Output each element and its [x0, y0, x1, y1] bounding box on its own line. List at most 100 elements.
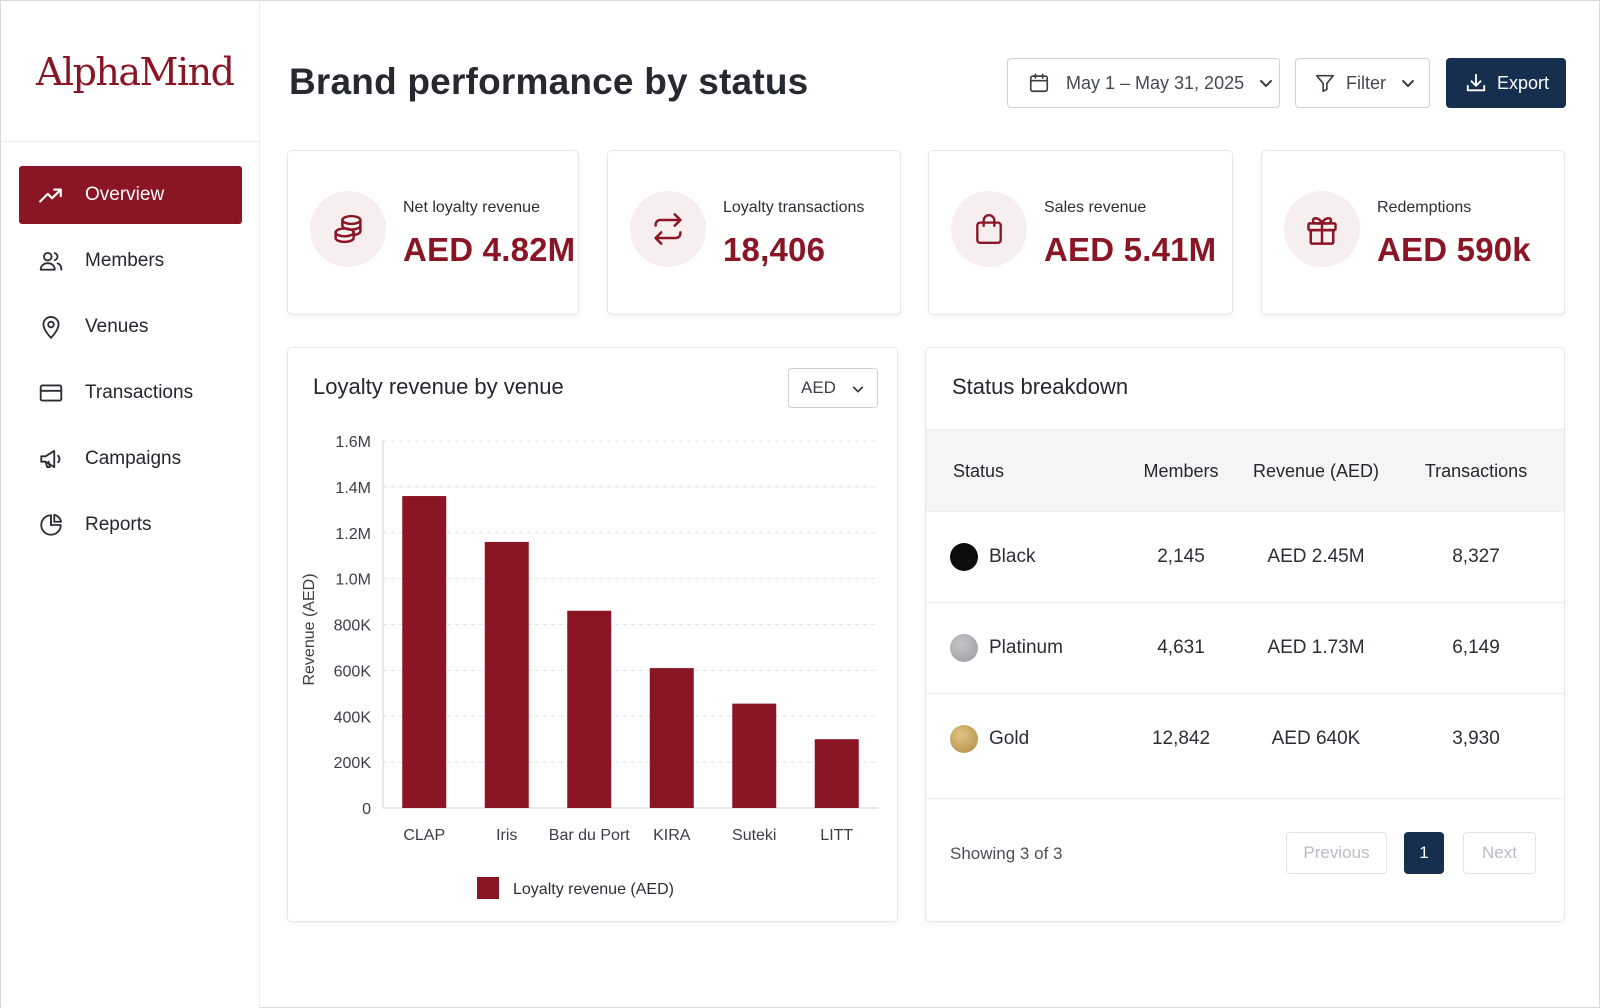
loyalty-revenue-chart-card: 0 200K 400K 600K 800K 1.0M 1.2M 1.4M 1.6M Revenue… — [287, 347, 898, 922]
chart-title: Loyalty revenue by venue — [313, 374, 564, 399]
export-label: Export — [1497, 72, 1550, 93]
sidebar-item-venues[interactable]: Venues — [19, 298, 242, 356]
brand-logo[interactable]: AlphaMind — [36, 49, 235, 94]
pie-chart-icon — [37, 511, 65, 539]
swap-arrows-icon — [650, 211, 686, 247]
bar-iris — [484, 541, 529, 808]
icon-badge — [310, 191, 386, 267]
stat-value: 18,406 — [723, 231, 826, 268]
stat-value: AED 5.41M — [1044, 231, 1217, 268]
showing-count: Showing 3 of 3 — [950, 844, 1063, 863]
sidebar-item-label: Members — [85, 250, 165, 271]
users-icon — [37, 247, 65, 275]
y-tick-label: 1.2M — [335, 526, 371, 543]
bar-chart: 0 200K 400K 600K 800K 1.0M 1.2M 1.4M 1.6M Revenue… — [301, 434, 878, 899]
table-row[interactable]: Platinum 4,631 AED 1.73M 6,149 — [926, 603, 1564, 694]
shopping-bag-icon — [972, 212, 1006, 246]
sidebar-item-members[interactable]: Members — [19, 232, 242, 290]
coins-icon — [330, 211, 366, 247]
revenue-cell: AED 1.73M — [1267, 637, 1365, 658]
y-tick-label: 0 — [362, 801, 371, 818]
next-page-button[interactable]: Next — [1463, 832, 1536, 874]
x-tick-label: CLAP — [403, 827, 445, 844]
members-cell: 4,631 — [1157, 637, 1205, 658]
gift-icon — [1304, 211, 1340, 247]
transactions-cell: 8,327 — [1452, 546, 1500, 567]
status-breakdown-card: Status breakdown Status Members Revenue … — [925, 347, 1565, 922]
bar-bar-du-port — [567, 610, 612, 808]
y-axis-label: Revenue (AED) — [301, 573, 318, 685]
column-header-members[interactable]: Members — [1143, 461, 1219, 481]
export-button[interactable]: Export — [1446, 58, 1566, 108]
y-tick-label: 600K — [334, 663, 372, 680]
chevron-down-icon — [852, 386, 864, 393]
date-range-picker[interactable]: May 1 – May 31, 2025 — [1007, 58, 1280, 108]
sidebar-nav: Overview Members Venues Transactions — [2, 142, 259, 554]
members-cell: 12,842 — [1151, 728, 1211, 749]
sidebar-item-transactions[interactable]: Transactions — [19, 364, 242, 422]
y-tick-label: 1.0M — [335, 572, 371, 589]
legend-swatch — [477, 877, 499, 899]
chevron-down-icon — [1258, 75, 1274, 91]
column-header-status[interactable]: Status — [953, 461, 1005, 481]
transactions-cell: 6,149 — [1452, 637, 1500, 658]
stat-value: AED 4.82M — [403, 231, 576, 268]
sidebar-item-label: Transactions — [85, 382, 194, 403]
stat-label: Sales revenue — [1044, 199, 1147, 216]
x-tick-label: Iris — [496, 827, 517, 844]
x-tick-label: KIRA — [653, 827, 691, 844]
stat-card-loyalty-transactions: Loyalty transactions 18,406 — [607, 150, 901, 315]
chevron-down-icon — [1400, 75, 1416, 91]
currency-select-value: AED — [801, 378, 836, 397]
revenue-cell: AED 640K — [1271, 728, 1361, 749]
filter-label: Filter — [1346, 72, 1386, 93]
y-tick-label: 200K — [334, 755, 372, 772]
status-cell: Gold — [989, 728, 1030, 749]
previous-page-button[interactable]: Previous — [1286, 832, 1387, 874]
table-header: Status Members Revenue (AED) Transaction… — [926, 429, 1564, 512]
status-color-dot — [950, 725, 978, 753]
transactions-cell: 3,930 — [1452, 728, 1500, 749]
download-icon — [1465, 72, 1487, 94]
x-tick-label: Bar du Port — [549, 827, 630, 844]
column-header-revenue[interactable]: Revenue (AED) — [1252, 461, 1380, 481]
y-tick-label: 1.6M — [335, 434, 371, 451]
calendar-icon — [1028, 72, 1050, 94]
table-row[interactable]: Gold 12,842 AED 640K 3,930 — [926, 694, 1564, 785]
trend-up-icon — [37, 181, 65, 209]
icon-badge — [1284, 191, 1360, 267]
legend-label: Loyalty revenue (AED) — [513, 881, 674, 898]
members-cell: 2,145 — [1157, 546, 1205, 567]
table-title: Status breakdown — [952, 374, 1129, 399]
sidebar: AlphaMind Overview Members Venues — [2, 2, 260, 1008]
x-tick-label: LITT — [820, 827, 853, 844]
bar-kira — [649, 668, 694, 808]
status-color-dot — [950, 543, 978, 571]
credit-card-icon — [37, 379, 65, 407]
stat-value: AED 590k — [1377, 231, 1531, 268]
sidebar-item-reports[interactable]: Reports — [19, 496, 242, 554]
sidebar-item-overview[interactable]: Overview — [19, 166, 242, 224]
status-cell: Black — [989, 546, 1036, 567]
stat-card-net-loyalty-revenue: Net loyalty revenue AED 4.82M — [287, 150, 579, 315]
filter-icon — [1314, 72, 1336, 94]
bar-suteki — [732, 703, 777, 808]
stat-label: Redemptions — [1377, 199, 1472, 216]
sidebar-item-label: Campaigns — [85, 448, 182, 469]
page-1-button[interactable]: 1 — [1404, 832, 1444, 874]
sidebar-item-label: Venues — [85, 316, 149, 337]
sidebar-item-label: Reports — [85, 514, 152, 535]
stat-card-redemptions: Redemptions AED 590k — [1261, 150, 1565, 315]
x-tick-label: Suteki — [732, 827, 776, 844]
table-row[interactable]: Black 2,145 AED 2.45M 8,327 — [926, 512, 1564, 603]
divider — [926, 798, 1564, 799]
filter-button[interactable]: Filter — [1295, 58, 1430, 108]
map-pin-icon — [37, 313, 65, 341]
column-header-transactions[interactable]: Transactions — [1424, 461, 1528, 481]
logo-area: AlphaMind — [2, 2, 259, 142]
page-title: Brand performance by status — [289, 61, 809, 102]
currency-select[interactable]: AED — [788, 368, 878, 408]
sidebar-item-campaigns[interactable]: Campaigns — [19, 430, 242, 488]
y-tick-label: 1.4M — [335, 480, 371, 497]
